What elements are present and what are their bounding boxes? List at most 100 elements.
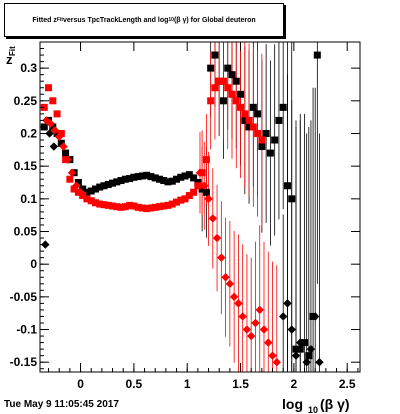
data-point bbox=[72, 181, 81, 190]
data-point bbox=[177, 173, 185, 181]
data-point bbox=[130, 202, 138, 210]
data-point bbox=[208, 214, 217, 223]
data-point bbox=[219, 77, 227, 85]
data-point bbox=[134, 173, 142, 181]
data-point bbox=[249, 123, 257, 131]
data-point bbox=[194, 182, 202, 190]
data-point bbox=[237, 103, 245, 111]
data-point bbox=[202, 156, 210, 164]
data-point bbox=[275, 116, 283, 124]
x-tick-label: 2.5 bbox=[339, 377, 356, 391]
data-point bbox=[224, 64, 232, 72]
data-point bbox=[311, 312, 320, 321]
data-point bbox=[219, 97, 227, 105]
data-point bbox=[155, 203, 163, 211]
data-point bbox=[57, 139, 65, 147]
data-point bbox=[279, 312, 288, 321]
data-point bbox=[302, 357, 311, 367]
y-tick-label: 0.05 bbox=[14, 225, 38, 239]
data-point bbox=[200, 181, 209, 190]
data-point bbox=[143, 171, 151, 179]
data-point bbox=[234, 299, 243, 308]
data-point bbox=[190, 188, 198, 196]
data-point bbox=[41, 240, 50, 249]
data-point bbox=[313, 51, 321, 59]
title-subscript-2: 10 bbox=[168, 17, 174, 23]
data-point bbox=[173, 198, 181, 206]
data-point bbox=[271, 136, 279, 144]
data-point bbox=[59, 142, 68, 151]
y-tick-label: 0.15 bbox=[14, 159, 38, 173]
y-tick-label: 0.3 bbox=[20, 61, 37, 75]
data-point bbox=[79, 185, 87, 193]
data-point bbox=[283, 182, 291, 190]
data-point bbox=[96, 200, 104, 208]
y-tick-label: -0.15 bbox=[10, 355, 38, 369]
data-point bbox=[147, 204, 155, 212]
data-point bbox=[87, 187, 95, 195]
data-point bbox=[306, 344, 316, 354]
data-point bbox=[121, 175, 129, 183]
data-point bbox=[74, 178, 82, 186]
data-point bbox=[53, 110, 61, 118]
data-point bbox=[151, 203, 159, 211]
data-point bbox=[190, 174, 198, 182]
data-point bbox=[100, 201, 108, 209]
data-point bbox=[241, 116, 249, 124]
x-axis-label-tail: (β γ) bbox=[320, 396, 350, 412]
data-point bbox=[241, 110, 249, 118]
data-point bbox=[91, 199, 99, 207]
data-point bbox=[104, 201, 112, 209]
x-tick-label: 0 bbox=[77, 377, 84, 391]
data-point bbox=[296, 338, 305, 347]
data-point bbox=[42, 116, 51, 125]
data-markers bbox=[40, 51, 324, 367]
plot-frame bbox=[39, 41, 361, 373]
data-point bbox=[283, 299, 292, 308]
data-point bbox=[87, 197, 95, 205]
data-point bbox=[177, 196, 185, 204]
data-point bbox=[211, 51, 219, 59]
data-point bbox=[147, 173, 155, 181]
y-axis-label: z bbox=[6, 52, 13, 67]
x-tick-label: 1.5 bbox=[232, 377, 249, 391]
data-point bbox=[266, 149, 274, 157]
data-point bbox=[91, 185, 99, 193]
data-point bbox=[160, 202, 168, 210]
data-point bbox=[168, 200, 176, 208]
data-point bbox=[228, 90, 236, 98]
data-point bbox=[113, 203, 121, 211]
data-point bbox=[225, 279, 235, 288]
data-point bbox=[67, 168, 77, 177]
data-point bbox=[83, 195, 91, 203]
chart-title: Fitted z Fit versus TpcTrackLength and lo… bbox=[4, 3, 284, 37]
data-point bbox=[168, 177, 176, 185]
data-point bbox=[232, 97, 240, 105]
title-part-a: Fitted z bbox=[32, 16, 57, 24]
data-point bbox=[212, 233, 222, 243]
data-point bbox=[229, 292, 239, 302]
data-point bbox=[155, 175, 163, 183]
data-point bbox=[66, 175, 74, 183]
data-point bbox=[287, 325, 296, 334]
data-point bbox=[181, 172, 189, 180]
data-point bbox=[45, 84, 53, 92]
data-point bbox=[185, 192, 193, 200]
data-point bbox=[258, 136, 266, 144]
data-point bbox=[181, 195, 189, 203]
data-point bbox=[242, 325, 252, 334]
data-point bbox=[40, 123, 48, 131]
data-point bbox=[160, 177, 168, 185]
data-point bbox=[211, 84, 219, 92]
data-point bbox=[100, 182, 108, 190]
data-point bbox=[292, 345, 300, 353]
data-point bbox=[238, 312, 247, 321]
x-tick-label: 1 bbox=[184, 377, 191, 391]
data-point bbox=[49, 97, 57, 105]
x-axis-label-subscript: 10 bbox=[308, 405, 318, 414]
y-tick-label: 0.25 bbox=[14, 94, 38, 108]
data-point bbox=[279, 103, 287, 111]
y-tick-label: 0 bbox=[30, 257, 37, 271]
data-point bbox=[221, 273, 230, 282]
data-point bbox=[63, 155, 72, 164]
